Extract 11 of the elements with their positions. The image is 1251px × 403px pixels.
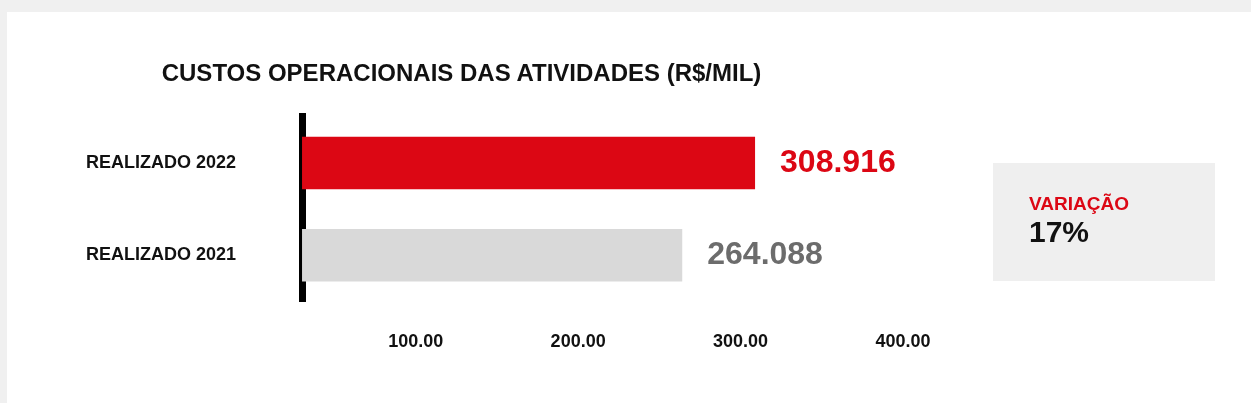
data-label: 264.088	[707, 235, 823, 272]
chart-title: CUSTOS OPERACIONAIS DAS ATIVIDADES (R$/MIL)	[161, 59, 762, 87]
x-tick-label: 400.00	[875, 331, 931, 352]
x-tick-label: 100.00	[388, 331, 444, 352]
x-tick-label: 300.00	[713, 331, 769, 352]
data-label: 308.916	[780, 142, 896, 179]
text: 17%	[1029, 215, 1090, 249]
y-tick-label: REALIZADO 2021	[85, 244, 237, 265]
x-tick-label: 200.00	[550, 331, 606, 352]
y-tick-label: REALIZADO 2022	[85, 151, 237, 172]
text: VARIAÇÃO	[1029, 193, 1129, 215]
